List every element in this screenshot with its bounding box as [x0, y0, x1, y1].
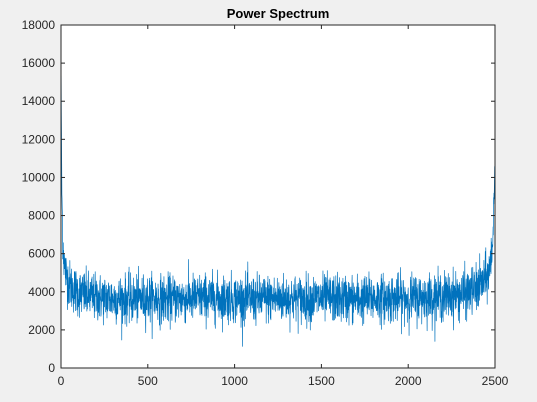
y-axis: 0 2000 4000 6000 8000 10000 12000 14000 16000 180… — [22, 18, 495, 375]
plot-area — [61, 25, 495, 368]
series-line — [60, 48, 496, 347]
x-tick-label: 500 — [138, 374, 158, 388]
x-tick-label: 1500 — [308, 374, 335, 388]
chart-title: Power Spectrum — [227, 6, 330, 21]
x-tick-label: 1000 — [221, 374, 248, 388]
y-tick-label: 4000 — [28, 285, 55, 299]
plot-frame — [60, 24, 496, 369]
x-tick-label: 0 — [58, 374, 65, 388]
y-tick-label: 2000 — [28, 323, 55, 337]
y-tick-label: 18000 — [22, 18, 56, 32]
y-tick-label: 10000 — [22, 170, 56, 184]
x-tick-label: 2500 — [482, 374, 509, 388]
y-tick-label: 6000 — [28, 247, 55, 261]
y-tick-label: 12000 — [22, 132, 56, 146]
y-tick-label: 14000 — [22, 94, 56, 108]
series-layer — [60, 48, 496, 347]
x-axis: 0 500 1000 1500 2000 2500 — [58, 25, 509, 388]
y-tick-label: 16000 — [22, 56, 56, 70]
y-tick-label: 8000 — [28, 209, 55, 223]
x-tick-label: 2000 — [395, 374, 422, 388]
y-tick-label: 0 — [48, 361, 55, 375]
